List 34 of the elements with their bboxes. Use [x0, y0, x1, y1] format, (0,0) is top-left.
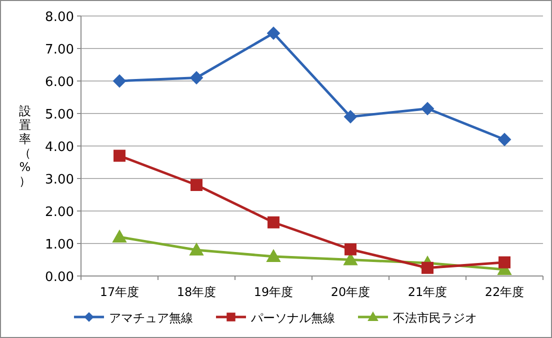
- x-tick-label: 21年度: [408, 285, 448, 299]
- y-tick-label: 0.00: [45, 270, 74, 285]
- legend-label: アマチュア無線: [109, 311, 193, 325]
- point: [114, 150, 126, 162]
- legend-label: パーソナル無線: [250, 311, 335, 325]
- x-tick-label: 18年度: [176, 285, 216, 299]
- y-tick-label: 3.00: [45, 172, 74, 188]
- point: [498, 256, 510, 268]
- point: [190, 179, 202, 191]
- point: [344, 110, 357, 124]
- point: [498, 133, 511, 146]
- x-tick-label: 17年度: [100, 285, 140, 299]
- point: [268, 216, 280, 228]
- y-tick-label: 2.00: [45, 205, 74, 220]
- y-tick-label: 6.00: [45, 75, 74, 90]
- y-tick-label: 5.00: [45, 108, 74, 122]
- point: [344, 243, 356, 256]
- y-axis-title: 設置率（%）: [19, 104, 31, 188]
- point: [267, 26, 280, 40]
- point: [112, 230, 126, 242]
- x-tick-label: 20年度: [330, 285, 370, 299]
- y-tick-label: 1.00: [45, 238, 74, 252]
- point: [113, 74, 126, 88]
- point: [190, 243, 204, 256]
- y-tick-label: 8.00: [45, 10, 74, 25]
- y-tick-label: 4.00: [45, 140, 74, 155]
- point: [190, 71, 203, 84]
- y-tick-label: 7.00: [45, 42, 74, 58]
- point: [422, 262, 434, 274]
- x-tick-label: 22年度: [484, 285, 524, 299]
- point: [266, 250, 280, 262]
- legend-label: 不法市民ラジオ: [393, 311, 477, 325]
- point: [421, 102, 434, 116]
- x-tick-label: 19年度: [254, 285, 294, 299]
